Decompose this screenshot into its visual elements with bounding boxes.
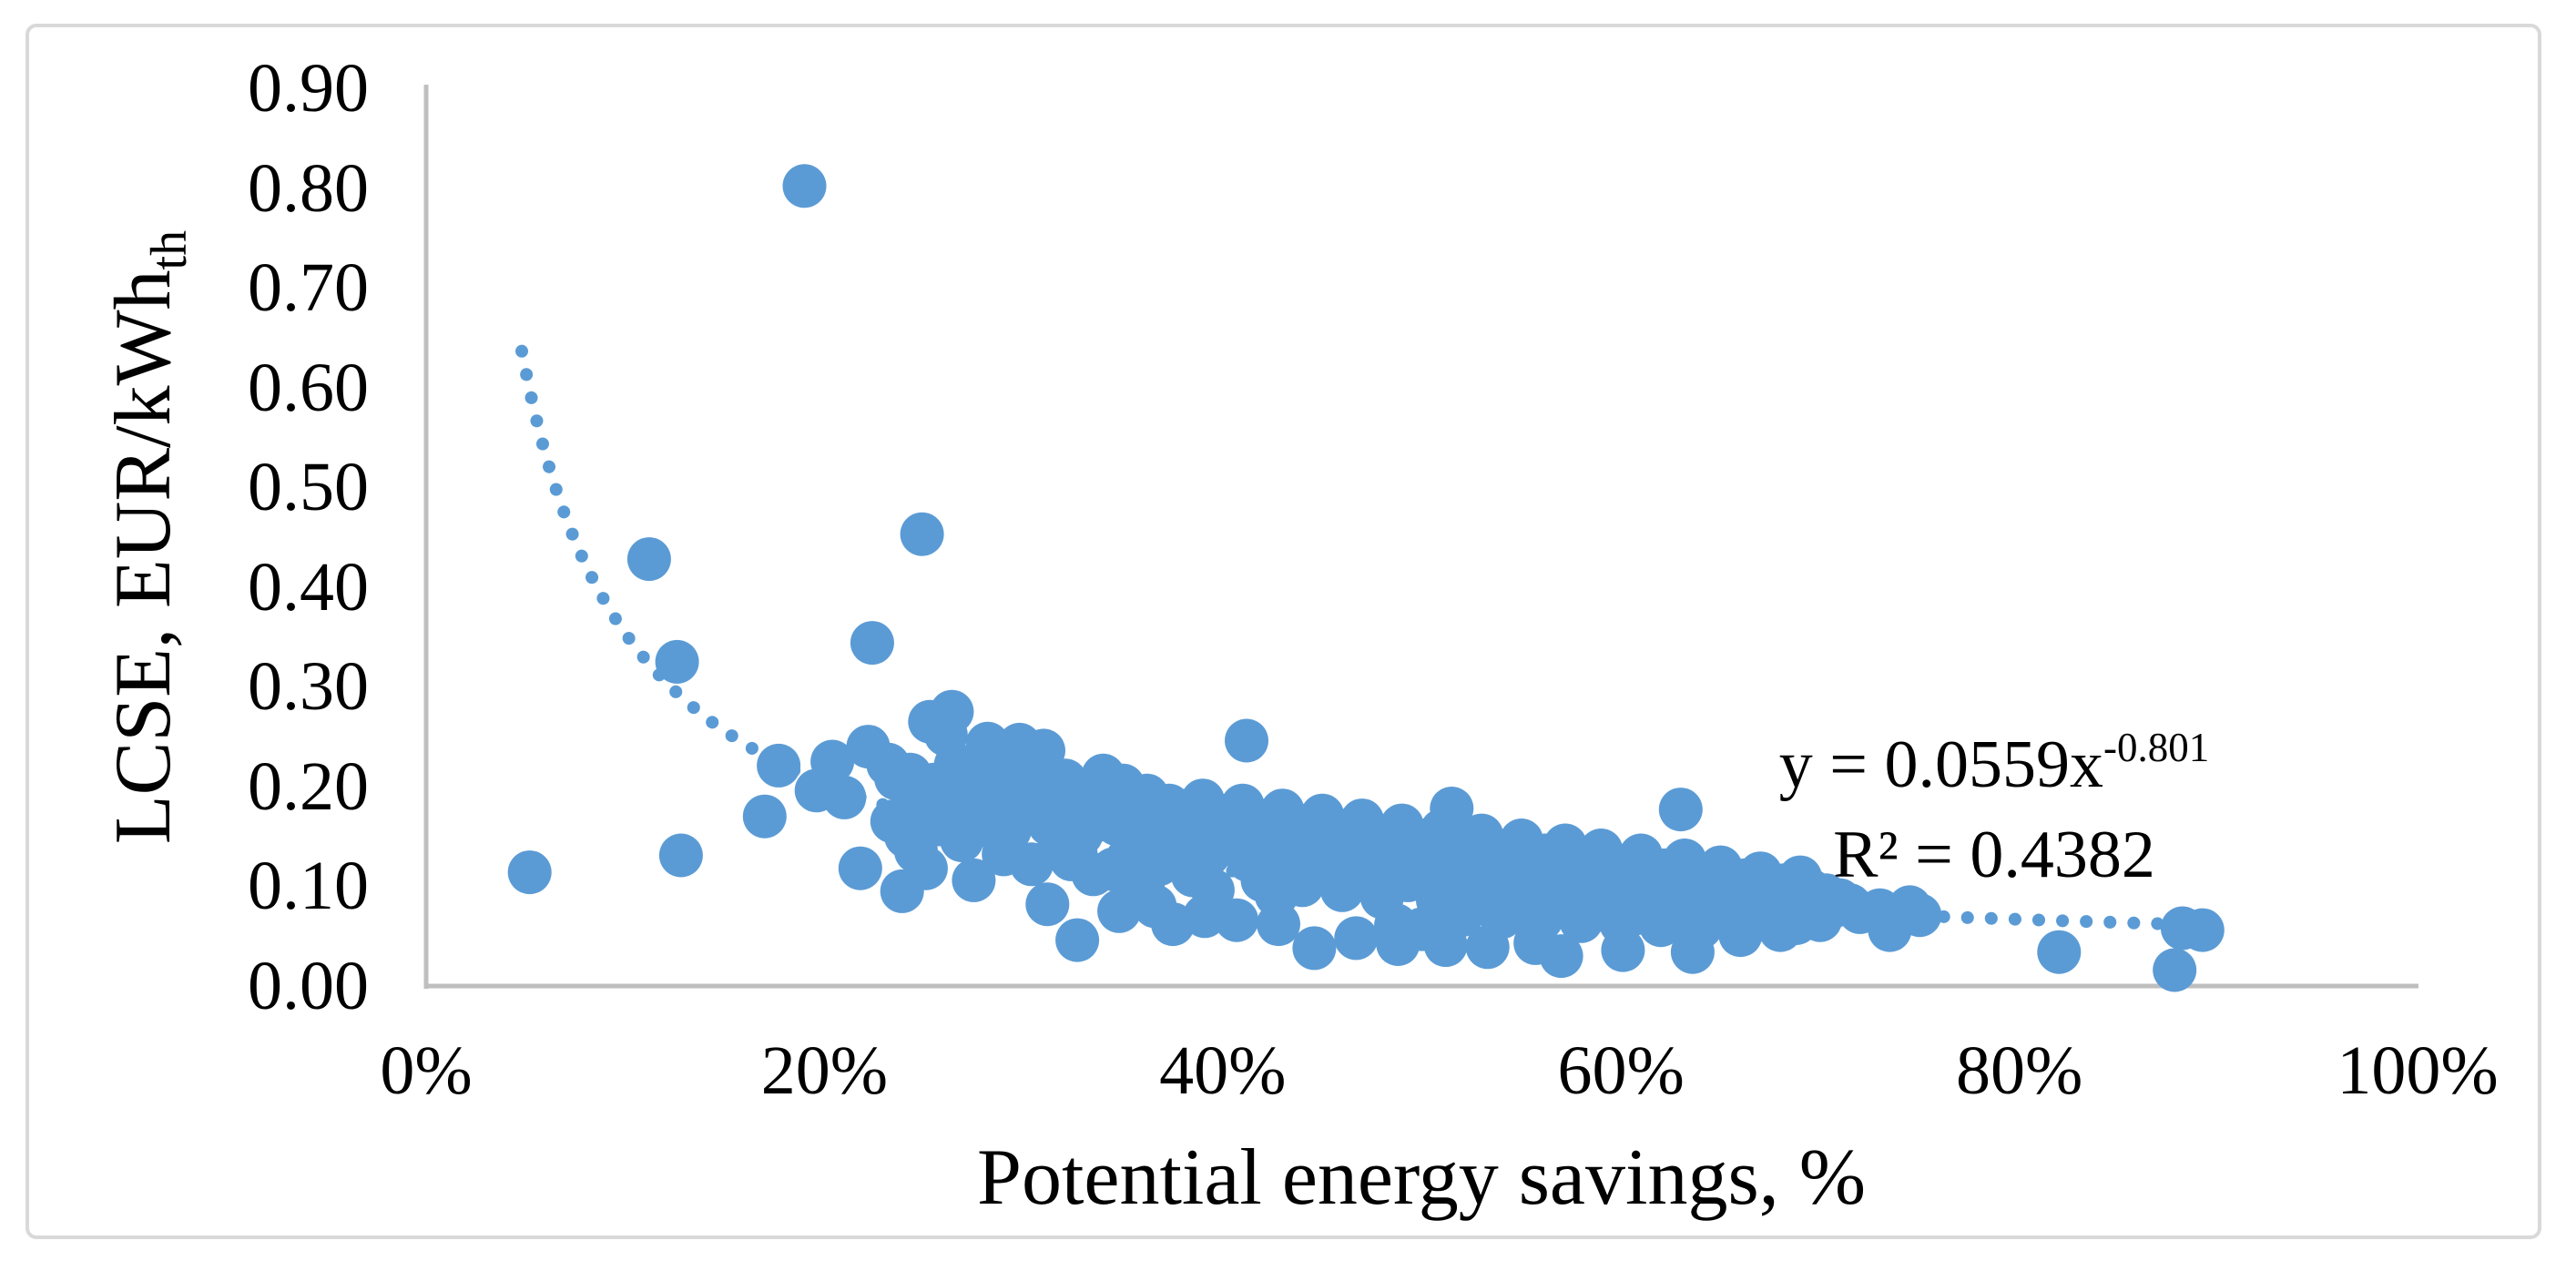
scatter-point: [1190, 868, 1235, 912]
trendline-dotted-path: [515, 344, 2185, 931]
scatter-point: [810, 739, 855, 784]
scatter-point: [1215, 898, 1259, 942]
scatter-point: [1601, 928, 1645, 972]
scatter-point: [930, 689, 974, 734]
x-axis-tick-label: 40%: [1159, 1032, 1287, 1109]
y-axis-tick-label: 0.40: [248, 548, 369, 625]
scatter-point: [838, 846, 882, 890]
scatter-point: [658, 833, 703, 878]
scatter-point: [952, 858, 996, 902]
scatter-point: [2153, 948, 2197, 992]
x-axis-tick-label: 100%: [2337, 1032, 2499, 1109]
x-axis-tick-label: 0%: [380, 1032, 473, 1109]
scatter-point: [742, 794, 787, 839]
scatter-point: [1334, 916, 1379, 961]
scatter-point: [1430, 787, 1474, 830]
y-axis-tick-label: 0.20: [248, 747, 369, 825]
scatter-point: [900, 512, 944, 556]
scatter-point: [1257, 902, 1300, 947]
y-axis-tick-label: 0.80: [248, 149, 369, 227]
trendline-layer: [515, 344, 2185, 931]
scatter-point: [2037, 930, 2082, 974]
scatter-point: [782, 164, 827, 208]
scatter-point: [507, 850, 552, 895]
trendline-equation: y = 0.0559x-0.801 R² = 0.4382: [1448, 724, 2540, 896]
scatter-point: [1539, 934, 1583, 979]
y-axis-tick-label: 0.50: [248, 449, 369, 526]
scatter-point: [850, 621, 894, 666]
scatter-point: [903, 846, 948, 890]
y-axis-tick-label: 0.30: [248, 648, 369, 726]
y-axis-tick-label: 0.60: [248, 349, 369, 426]
x-axis-title: Potential energy savings, %: [977, 1134, 1866, 1222]
scatter-point: [626, 537, 671, 582]
scatter-point: [1225, 718, 1268, 763]
y-axis-tick-label: 0.70: [248, 249, 369, 327]
scatter-point: [2180, 908, 2225, 952]
scatter-point: [655, 639, 699, 684]
scatter-point: [1022, 728, 1065, 773]
equation-base: y = 0.0559x: [1778, 727, 2103, 802]
scatter-point: [1025, 882, 1070, 927]
y-axis-tick-label: 0.10: [248, 848, 369, 925]
y-axis-tick-label: 0.00: [248, 948, 369, 1024]
scatter-point: [1055, 918, 1100, 962]
x-axis-tick-label: 80%: [1955, 1032, 2083, 1109]
equation-formula: y = 0.0559x-0.801: [1448, 724, 2540, 814]
y-axis-tick-label: 0.90: [248, 49, 369, 127]
scatter-point: [1658, 788, 1703, 832]
scatter-point: [1292, 926, 1337, 971]
chart-frame-border: [25, 24, 2541, 1239]
equation-r-squared: R² = 0.4382: [1833, 818, 2155, 892]
equation-exponent: -0.801: [2103, 725, 2210, 770]
x-axis-tick-label: 60%: [1557, 1032, 1685, 1109]
x-axis-tick-label: 20%: [760, 1032, 889, 1109]
axes-layer: [423, 85, 2418, 989]
scatter-point: [757, 743, 801, 788]
